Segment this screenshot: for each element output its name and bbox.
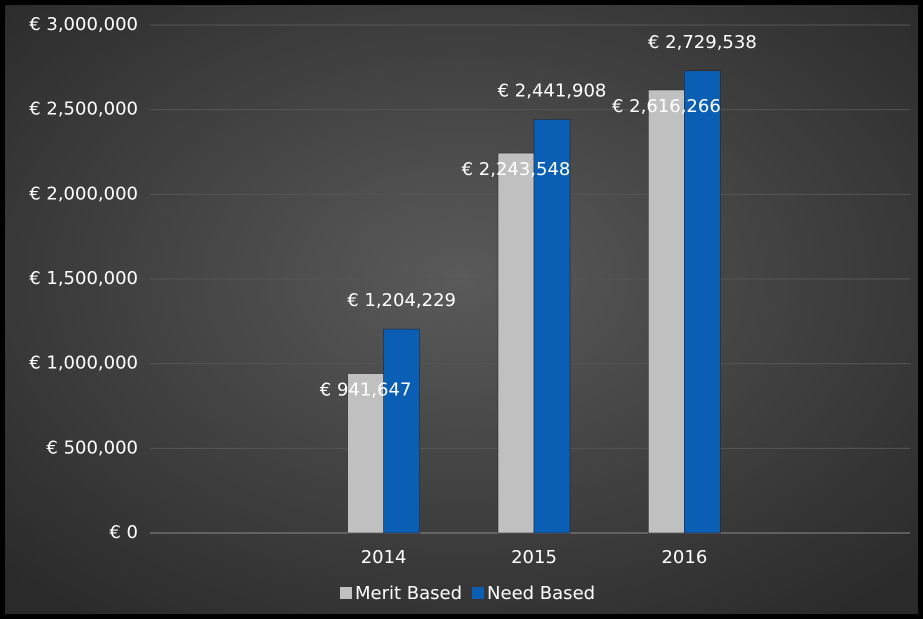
y-tick-label: € 500,000	[46, 437, 138, 458]
y-tick-label: € 3,000,000	[29, 14, 138, 35]
legend-swatch	[472, 587, 485, 599]
data-label: € 1,204,229	[347, 290, 456, 311]
data-label: € 2,243,548	[462, 159, 571, 180]
bar	[533, 119, 571, 534]
bar	[684, 70, 721, 534]
y-tick-label: € 1,500,000	[29, 268, 138, 289]
x-tick-label: 2015	[511, 547, 557, 568]
bar	[383, 328, 420, 534]
data-label: € 2,729,538	[648, 32, 757, 53]
y-tick-label: € 2,000,000	[29, 183, 138, 204]
y-tick-label: € 2,500,000	[29, 99, 138, 120]
chart-background	[5, 5, 918, 614]
data-label: € 941,647	[320, 380, 412, 401]
bar	[648, 89, 685, 534]
legend-label: Need Based	[487, 583, 595, 604]
bar	[497, 152, 535, 534]
legend-swatch	[340, 587, 352, 599]
data-label: € 2,616,266	[612, 96, 721, 117]
data-label: € 2,441,908	[498, 81, 607, 102]
legend-label: Merit Based	[355, 583, 462, 604]
bar	[347, 373, 384, 534]
x-tick-label: 2016	[661, 547, 707, 568]
x-tick-label: 2014	[361, 547, 407, 568]
y-tick-label: € 1,000,000	[29, 353, 138, 374]
y-tick-label: € 0	[109, 522, 138, 543]
